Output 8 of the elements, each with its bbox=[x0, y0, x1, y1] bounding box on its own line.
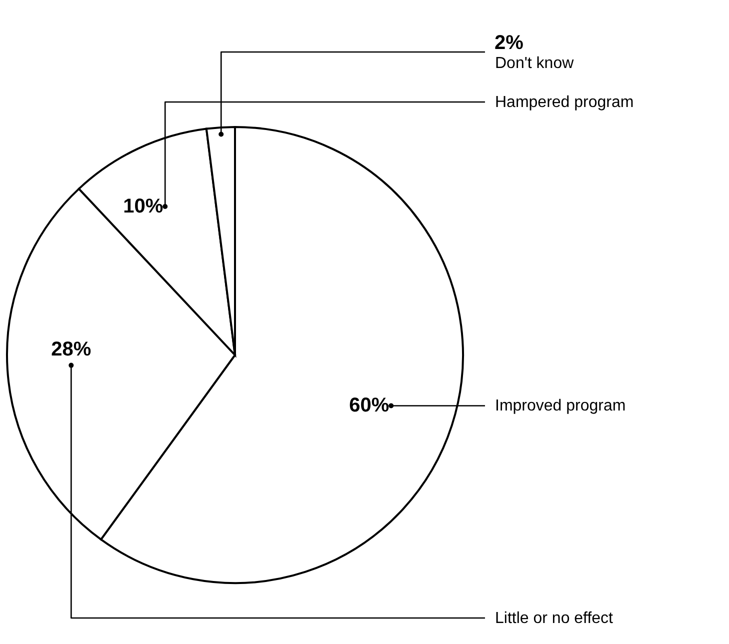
slice-label: Don't know bbox=[495, 55, 574, 72]
slice-label: Little or no effect bbox=[495, 610, 614, 627]
data-label: 2% bbox=[494, 32, 524, 54]
slice-label: Hampered program bbox=[495, 94, 634, 111]
slice-label: Improved program bbox=[495, 398, 626, 415]
data-label: 60% bbox=[349, 394, 390, 417]
data-label: 28% bbox=[51, 338, 92, 360]
data-label: 10% bbox=[123, 195, 164, 218]
